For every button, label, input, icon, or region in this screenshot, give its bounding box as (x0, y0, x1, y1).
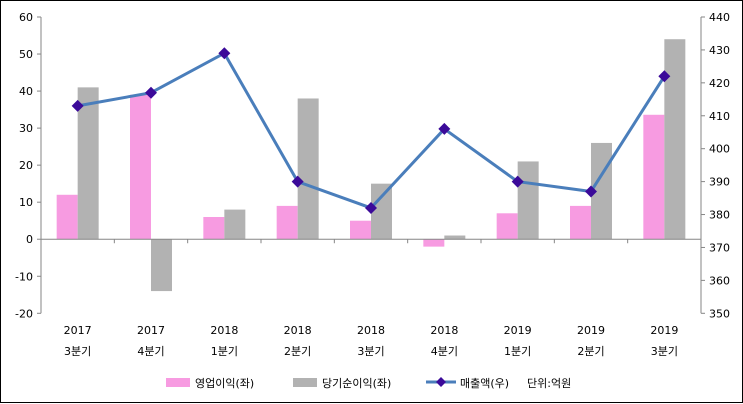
revenue-marker (511, 175, 524, 188)
category-quarter-label: 3분기 (357, 345, 384, 358)
left-tick-label: -20 (15, 307, 33, 320)
category-year-label: 2017 (64, 324, 92, 337)
right-tick-label: 410 (709, 110, 730, 123)
right-tick-label: 430 (709, 44, 730, 57)
left-tick-label: 10 (19, 196, 33, 209)
bar-operating-profit (570, 205, 591, 240)
category-year-label: 2018 (210, 324, 238, 337)
revenue-marker (71, 99, 84, 112)
right-tick-label: 350 (709, 307, 730, 320)
category-quarter-label: 2분기 (284, 345, 311, 358)
legend-marker-revenue (436, 377, 446, 387)
category-year-label: 2019 (650, 324, 678, 337)
bar-net-income (371, 183, 392, 240)
revenue-marker (365, 201, 377, 214)
revenue-marker (585, 185, 597, 198)
right-tick-label: 420 (709, 77, 730, 90)
right-tick-label: 360 (709, 274, 730, 287)
category-year-label: 2019 (577, 324, 605, 337)
category-quarter-label: 4분기 (137, 345, 164, 358)
revenue-line (77, 51, 666, 210)
bar-operating-profit (56, 194, 78, 240)
legend-swatch-net-income (293, 378, 317, 387)
bar-net-income (151, 239, 172, 292)
bar-operating-profit (496, 213, 518, 240)
right-tick-label: 390 (709, 176, 730, 189)
left-tick-label: 0 (26, 233, 33, 246)
category-quarter-label: 1분기 (211, 345, 238, 358)
bar-operating-profit (643, 114, 665, 240)
bar-net-income (77, 87, 99, 240)
bar-operating-profit (203, 217, 225, 240)
bar-net-income (224, 209, 246, 240)
bar-operating-profit (423, 239, 445, 247)
revenue-marker (145, 86, 157, 99)
left-tick-label: 60 (19, 11, 33, 24)
bar-net-income (517, 161, 539, 240)
category-quarter-label: 3분기 (651, 345, 678, 358)
legend-swatch-operating-profit (166, 378, 190, 387)
bar-operating-profit (350, 220, 371, 240)
right-tick-label: 400 (709, 143, 730, 156)
left-tick-label: 40 (19, 85, 33, 98)
right-tick-label: 440 (709, 11, 730, 24)
left-tick-label: 20 (19, 159, 33, 172)
category-year-label: 2018 (284, 324, 312, 337)
category-quarter-label: 2분기 (577, 345, 604, 358)
left-tick-label: -10 (15, 270, 33, 283)
left-tick-label: 50 (19, 48, 33, 61)
bar-operating-profit (276, 205, 298, 240)
category-year-label: 2018 (357, 324, 385, 337)
category-quarter-label: 1분기 (504, 345, 531, 358)
category-quarter-label: 4분기 (431, 345, 458, 358)
revenue-marker (438, 122, 451, 135)
unit-note: 단위:억원 (527, 377, 571, 390)
revenue-marker (658, 70, 671, 83)
category-year-label: 2018 (430, 324, 458, 337)
right-tick-label: 380 (709, 209, 730, 222)
revenue-marker (291, 175, 304, 188)
category-quarter-label: 3분기 (64, 345, 91, 358)
legend-label-operating-profit: 영업이익(좌) (195, 377, 254, 390)
bar-operating-profit (130, 94, 151, 240)
right-tick-label: 370 (709, 241, 730, 254)
bar-net-income (444, 235, 466, 240)
category-year-label: 2019 (504, 324, 532, 337)
legend-label-revenue: 매출액(우) (460, 377, 509, 390)
category-year-label: 2017 (137, 324, 165, 337)
legend-label-net-income: 당기순이익(좌) (322, 377, 391, 390)
left-tick-label: 30 (19, 122, 33, 135)
bar-net-income (664, 39, 686, 240)
bar-net-income (297, 98, 319, 240)
revenue-marker (218, 47, 231, 60)
